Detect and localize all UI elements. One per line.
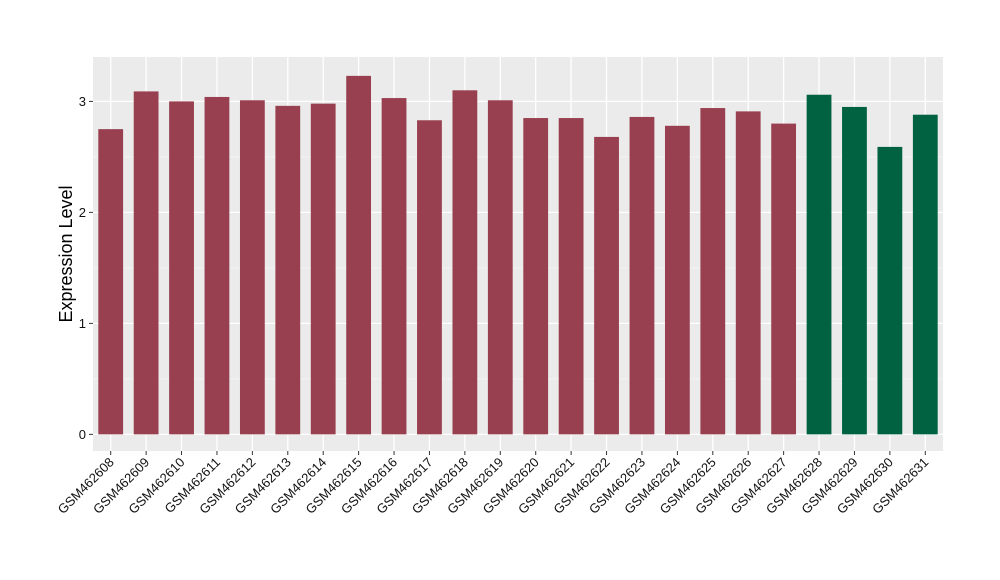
y-tick-label: 1 — [79, 316, 86, 331]
bar-gsm462614 — [310, 103, 336, 435]
x-axis: GSM462608GSM462609GSM462610GSM462611GSM4… — [55, 451, 931, 517]
y-axis: 0 1 2 3 — [79, 94, 93, 442]
plot-panel — [93, 57, 943, 451]
bar-gsm462610 — [169, 101, 194, 435]
bar-gsm462612 — [239, 100, 265, 435]
bar-gsm462624 — [664, 125, 690, 435]
bar-gsm462616 — [381, 98, 407, 435]
bar-gsm462622 — [594, 136, 619, 435]
bar-gsm462617 — [417, 120, 442, 435]
bar-gsm462619 — [487, 100, 513, 435]
bar-gsm462630 — [877, 146, 903, 435]
minor-gridlines — [93, 156, 943, 380]
bar-gsm462629 — [842, 106, 867, 435]
bar-gsm462628 — [806, 94, 832, 435]
bar-gsm462613 — [275, 105, 301, 435]
y-axis-title: Expression Level — [56, 185, 76, 322]
bar-gsm462626 — [735, 111, 761, 435]
bar-gsm462621 — [558, 118, 584, 435]
bar-gsm462615 — [346, 75, 372, 435]
bar-gsm462618 — [452, 90, 478, 435]
y-tick-label: 2 — [79, 205, 86, 220]
bar-gsm462627 — [771, 123, 797, 435]
y-tick-label: 3 — [79, 94, 86, 109]
bar-gsm462625 — [700, 108, 726, 435]
bar-gsm462609 — [133, 91, 159, 435]
bar-gsm462620 — [523, 118, 549, 435]
bar-gsm462623 — [629, 116, 655, 435]
bar-gsm462611 — [204, 96, 230, 435]
y-tick-label: 0 — [79, 427, 86, 442]
bars-group — [98, 75, 938, 435]
bar-gsm462608 — [98, 129, 124, 435]
bar-gsm462631 — [912, 114, 938, 435]
